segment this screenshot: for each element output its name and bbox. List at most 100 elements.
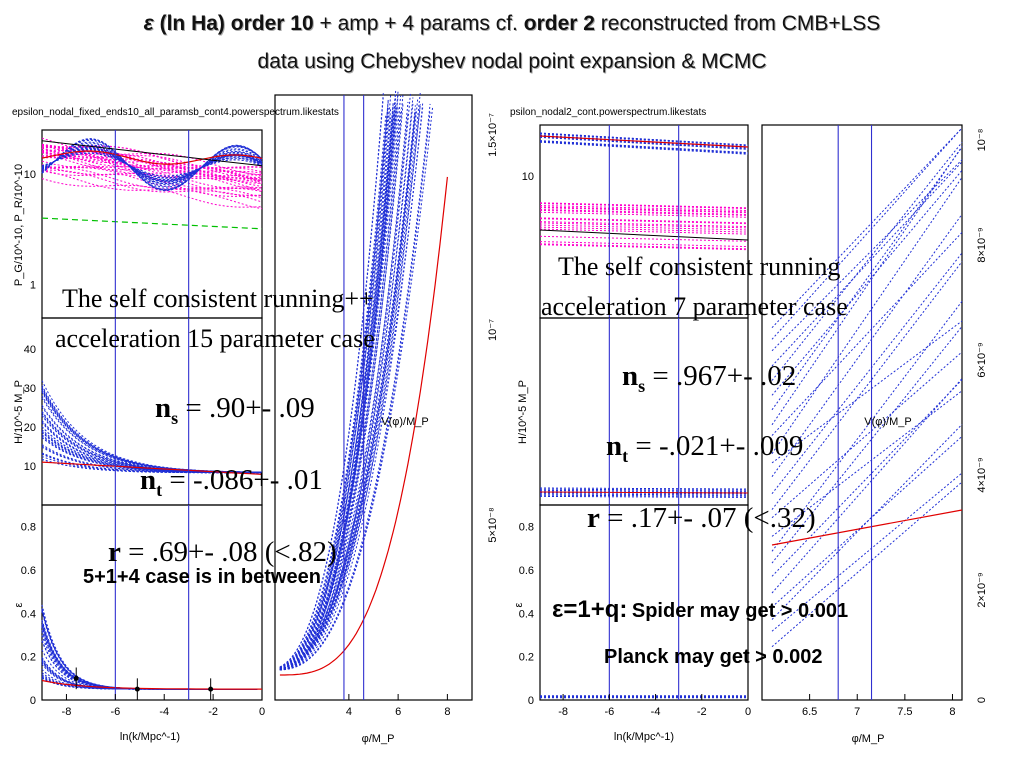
- h-sample-line: [539, 487, 749, 490]
- pg-sample-line: [41, 165, 263, 189]
- left-eps-frame: [41, 504, 263, 701]
- pg-sample-line: [41, 160, 263, 190]
- right-h-axis-label: H/10^-5 M_P: [517, 380, 529, 444]
- right-v-4: 4×10⁻⁹: [976, 457, 988, 492]
- pg-sample-line: [539, 224, 749, 231]
- v-sample-line: [279, 107, 424, 670]
- h-sample-line: [539, 493, 749, 496]
- right-hubble-panel: [539, 317, 749, 506]
- eps-axis-label: ε: [13, 602, 25, 607]
- axis-labels: P_G/10^-10, P_R/10^-10 H/10^-5 M_P H/10^-5…: [13, 113, 988, 745]
- h-sample-line: [539, 492, 749, 495]
- pg-sample-line: [539, 217, 749, 224]
- h-best-fit-line: [539, 491, 749, 494]
- pr-sample-line: [539, 141, 749, 155]
- v-sample-line: [279, 111, 431, 671]
- right-epsilon-panel: 0 0.2 0.4 0.6 0.8 -8 -6 -4 -2 0: [519, 504, 751, 718]
- v-sample-line: [279, 117, 392, 670]
- left-eps-y-tick: 0.4: [21, 608, 36, 620]
- right-eps-y-tick: 0: [528, 695, 534, 707]
- pg-sample-line: [41, 156, 263, 181]
- h-sample-line: [41, 444, 262, 474]
- left-v-x-tick-label: 8: [444, 706, 450, 718]
- eps-best-fit-line: [41, 679, 262, 690]
- title-amp-params: + amp + 4 params cf.: [319, 12, 518, 35]
- pg-sample-line: [539, 244, 749, 251]
- h-sample-line: [41, 406, 262, 473]
- pr-sample-line: [41, 141, 263, 188]
- left-eps-y-tick: 0.6: [21, 565, 36, 577]
- right-case-line1: The self consistent running: [558, 252, 841, 281]
- pg-sample-line: [41, 150, 263, 182]
- v-sample-line: [279, 93, 384, 668]
- right-v-8: 8×10⁻⁹: [976, 227, 988, 262]
- left-nt-value: nt = -.086+- .01: [140, 464, 323, 500]
- v-sample-line: [771, 436, 963, 608]
- eps-sample-line: [41, 640, 258, 690]
- left-v-exp-mid: 10⁻⁷: [487, 319, 499, 341]
- pr-sample-line: [539, 133, 749, 147]
- v-sample-line: [771, 472, 963, 632]
- right-ns-value: ns = .967+- .02: [622, 360, 797, 396]
- right-eps-x-tick-label: -2: [697, 706, 707, 718]
- pr-sample-line: [41, 145, 263, 185]
- left-v-exp-low: 5×10⁻⁸: [487, 507, 499, 542]
- right-eps-y-tick: 0.4: [519, 608, 534, 620]
- v-sample-line: [279, 107, 389, 670]
- right-h-frame: [539, 317, 749, 506]
- right-v-frame: [761, 124, 963, 701]
- right-phi-axis-label: φ/M_P: [852, 733, 885, 745]
- v-sample-line: [771, 300, 963, 552]
- h-sample-line: [41, 414, 263, 473]
- epsilon-note: ε=1+q: Spider may get > 0.001: [552, 596, 849, 623]
- pr-sample-line: [539, 132, 749, 146]
- pr-sample-line: [41, 147, 263, 182]
- v-best-fit-line: [771, 509, 963, 546]
- h-best-fit-line: [41, 461, 263, 475]
- left-pr-y-tick: 10: [24, 169, 36, 181]
- left-v-axis-label: V(φ)/M_P: [381, 416, 428, 428]
- slide-title-line2: data using Chebyshev nodal point expansi…: [257, 50, 767, 73]
- planck-note: Planck may get > 0.002: [604, 646, 823, 668]
- v-sample-line: [771, 146, 963, 426]
- eps-sample-line: [41, 635, 258, 690]
- right-pr-y-tick: 10: [522, 171, 534, 183]
- pg-mean-line: [539, 229, 749, 241]
- v-sample-line: [279, 92, 397, 669]
- pg-sample-line: [539, 218, 749, 225]
- pr-mean-line: [41, 140, 263, 167]
- pg-sample-line: [539, 205, 749, 211]
- v-sample-line: [279, 103, 431, 671]
- pg-sample-line: [41, 147, 263, 187]
- v-sample-line: [279, 103, 424, 671]
- title-ln-ha: (ln Ha): [159, 12, 225, 35]
- v-sample-line: [279, 104, 421, 670]
- pr-sample-line: [41, 150, 263, 179]
- right-nt-value: nt = -.021+- .009: [606, 430, 804, 466]
- left-v-x-tick-label: 6: [395, 706, 401, 718]
- right-v-top: 10⁻⁸: [976, 129, 988, 152]
- v-sample-line: [771, 161, 963, 367]
- h-sample-line: [41, 426, 262, 473]
- left-eps-x-tick-label: -4: [159, 706, 169, 718]
- right-eps-y-tick: 0.6: [519, 565, 534, 577]
- v-sample-line: [771, 127, 963, 340]
- left-potential-panel: 4 6 8: [274, 90, 473, 718]
- left-hubble-panel: 10 20 30 40: [24, 317, 263, 506]
- left-h-y-tick: 40: [24, 344, 36, 356]
- pg-sample-line: [41, 178, 263, 208]
- eps-sample-line: [41, 635, 258, 690]
- right-eps-y-tick: 0.2: [519, 652, 534, 664]
- left-h-y-tick: 20: [24, 422, 36, 434]
- pg-sample-line: [539, 228, 749, 235]
- left-v-frame: [274, 94, 473, 701]
- title-reconstructed: reconstructed from CMB+LSS: [600, 12, 881, 35]
- v-sample-line: [279, 111, 416, 670]
- v-sample-line: [771, 252, 963, 495]
- right-power-spectrum-panel: 10: [522, 124, 749, 319]
- right-v-x-tick-label: 7: [854, 706, 860, 718]
- v-sample-line: [771, 378, 963, 594]
- v-sample-line: [771, 214, 963, 477]
